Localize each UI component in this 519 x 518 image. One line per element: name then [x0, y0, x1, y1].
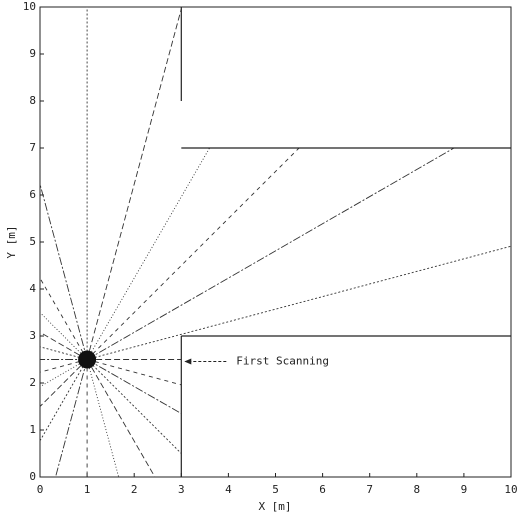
annotation-arrowhead: [184, 358, 192, 365]
ray: [86, 359, 182, 386]
x-axis-label: X [m]: [258, 500, 291, 513]
plot-frame: [39, 6, 512, 478]
ray: [86, 147, 455, 360]
ray: [39, 184, 88, 360]
y-tick-label: 4: [29, 282, 36, 295]
x-tick-label: 2: [131, 483, 138, 496]
annotation: First Scanning: [236, 355, 329, 368]
x-tick-label: 9: [461, 483, 468, 496]
x-tick-label: 4: [225, 483, 232, 496]
x-tick-label: 5: [272, 483, 279, 496]
y-tick-label: 3: [29, 329, 36, 342]
ray: [39, 331, 88, 360]
ray: [55, 359, 88, 478]
y-tick-label: 5: [29, 235, 36, 248]
y-tick-label: 1: [29, 423, 36, 436]
y-tick-label: 10: [23, 0, 36, 13]
x-tick-label: 8: [413, 483, 420, 496]
y-tick-label: 7: [29, 141, 36, 154]
y-tick-label: 9: [29, 47, 36, 60]
x-tick-label: 1: [84, 483, 91, 496]
ray: [39, 312, 88, 360]
ray: [86, 147, 210, 360]
ray: [86, 147, 300, 360]
x-tick-label: 7: [366, 483, 373, 496]
y-tick-label: 8: [29, 94, 36, 107]
ray: [86, 359, 182, 414]
ray: [39, 359, 88, 388]
ray: [86, 359, 120, 478]
y-tick-label: 0: [29, 470, 36, 483]
y-axis-label: Y [m]: [5, 225, 18, 258]
ray: [86, 359, 182, 454]
wall: [180, 7, 511, 477]
x-tick-label: 6: [319, 483, 326, 496]
x-tick-label: 0: [37, 483, 44, 496]
x-tick-label: 3: [178, 483, 185, 496]
ray: [39, 277, 88, 360]
ray: [86, 8, 182, 360]
y-tick-label: 2: [29, 376, 36, 389]
x-tick-label: 10: [504, 483, 517, 496]
ray: [86, 245, 512, 360]
ray: [39, 359, 88, 407]
ray: [39, 359, 88, 442]
y-tick-label: 6: [29, 188, 36, 201]
source: [78, 350, 97, 369]
ray: [86, 359, 156, 478]
